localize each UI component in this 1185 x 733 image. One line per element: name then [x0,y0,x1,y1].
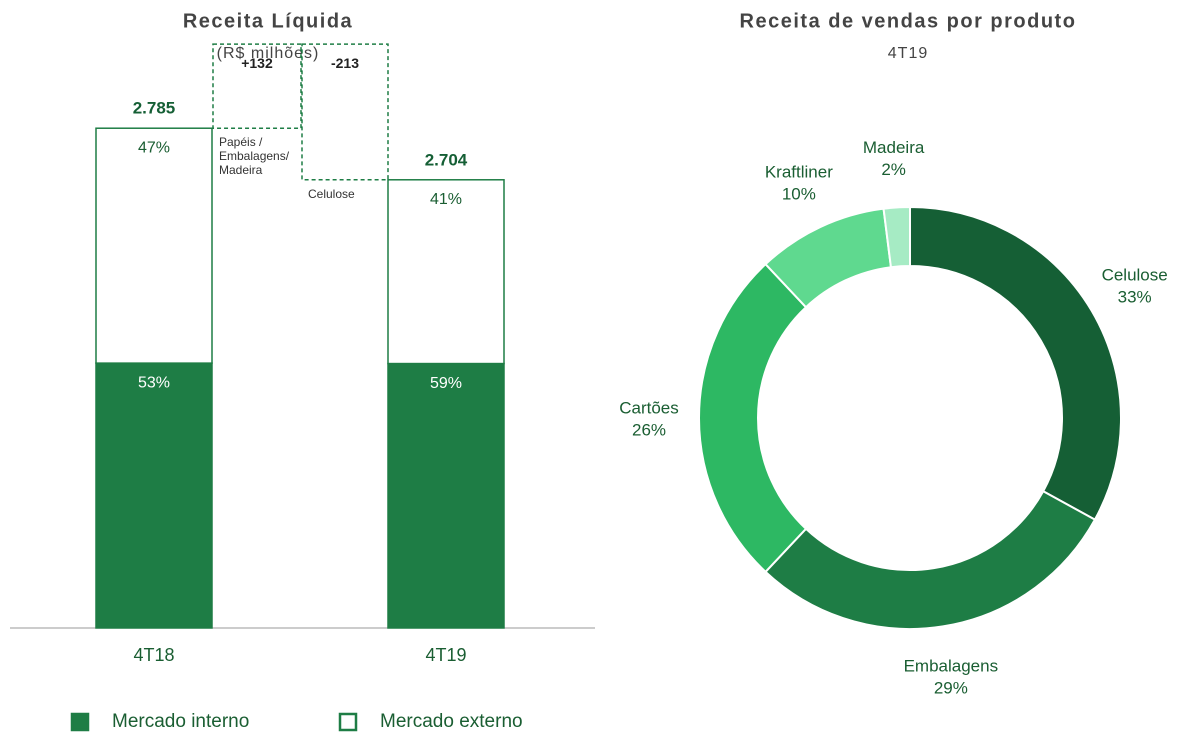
slice-value: 29% [934,678,968,697]
category-line: Embalagens/ [219,149,290,163]
slice-name: Cartões [619,398,679,417]
legend-label: Mercado externo [380,711,523,732]
slice-value: 26% [632,420,666,439]
delta-box [212,43,302,129]
donut-slice [909,205,1122,522]
slice-value: 10% [782,184,816,203]
bar-segment [387,362,505,629]
slice-name: Madeira [863,138,925,157]
segment-label: 47% [138,139,170,156]
slice-name: Celulose [1102,266,1168,285]
donut-slice [882,205,911,269]
delta-box [301,43,389,181]
segment-label: 59% [430,375,462,392]
slice-value: 33% [1118,288,1152,307]
segment-label: 53% [138,374,170,391]
segment-label: 41% [430,191,462,208]
slice-name: Embalagens [904,656,999,675]
bar-segment [95,127,213,364]
donut-slice [698,262,808,574]
delta-category: Papéis / Embalagens/Madeira [219,135,290,177]
category-line: Celulose [308,187,355,201]
category-line: Madeira [219,163,263,177]
bar-segment [95,362,213,629]
chart-title: Receita Líquida [183,10,353,32]
legend-swatch [338,712,358,732]
legend-swatch [70,712,90,732]
delta-category: Celulose [308,187,355,201]
x-tick-label: 4T18 [133,645,174,665]
chart-subtitle: (R$ milhões) [217,45,320,62]
legend-label: Mercado interno [112,711,249,732]
donut-slice [764,489,1097,630]
delta-label: +132 [241,55,273,71]
bar-segment [387,179,505,365]
slice-name: Kraftliner [765,162,833,181]
total-label: 2.704 [425,150,468,169]
category-line: Papéis / [219,135,263,149]
chart-subtitle: 4T19 [888,45,928,62]
x-tick-label: 4T19 [425,645,466,665]
total-label: 2.785 [133,99,176,118]
slice-value: 2% [881,160,906,179]
chart-title: Receita de vendas por produto [740,10,1077,32]
delta-label: -213 [331,55,359,71]
